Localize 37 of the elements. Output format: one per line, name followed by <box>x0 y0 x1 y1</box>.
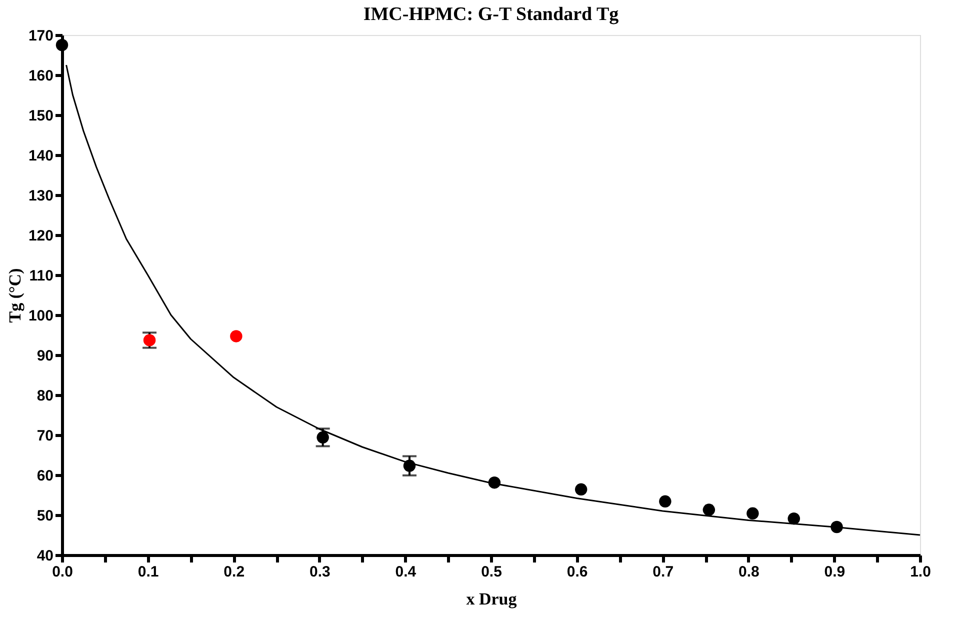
x-tick-label: 0.3 <box>309 564 330 580</box>
y-tick-label: 90 <box>36 348 54 364</box>
y-tick-label: 60 <box>36 468 54 484</box>
x-tick-label: 0.2 <box>224 564 245 580</box>
point <box>788 512 800 525</box>
point <box>230 330 242 342</box>
y-tick-label: 150 <box>28 108 54 124</box>
y-tick-label: 160 <box>28 68 54 84</box>
x-tick-label: 1.0 <box>910 564 931 580</box>
x-tick-label: 0.8 <box>738 564 760 580</box>
point <box>56 38 68 52</box>
y-tick-label: 120 <box>28 228 54 244</box>
y-tick-label: 110 <box>29 268 54 284</box>
y-tick-label: 70 <box>36 428 54 444</box>
x-tick-label: 0.6 <box>566 564 588 580</box>
y-tick-label: 40 <box>36 548 54 564</box>
y-tick-label: 80 <box>36 388 54 404</box>
x-tick-label: 0.5 <box>481 564 502 580</box>
y-axis-title: Tg (°C) <box>5 268 24 323</box>
point <box>316 431 329 444</box>
point <box>746 507 759 520</box>
y-tick-label: 170 <box>28 28 54 44</box>
x-tick-label: 0.4 <box>395 564 417 580</box>
x-tick-label: 0.9 <box>824 564 846 580</box>
point <box>574 483 588 496</box>
y-tick-label: 100 <box>28 308 54 324</box>
point <box>702 504 716 516</box>
chart-title: IMC-HPMC: G-T Standard Tg <box>363 4 620 25</box>
x-axis-title: x Drug <box>466 590 518 608</box>
y-tick-label: 140 <box>28 148 54 164</box>
x-tick-label: 0.0 <box>52 564 73 580</box>
x-tick-label: 0.7 <box>652 564 674 580</box>
point <box>659 495 672 508</box>
point <box>143 334 156 346</box>
x-tick-label: 0.1 <box>138 564 159 580</box>
y-tick-label: 130 <box>28 188 54 204</box>
y-tick-label: 50 <box>36 508 54 524</box>
